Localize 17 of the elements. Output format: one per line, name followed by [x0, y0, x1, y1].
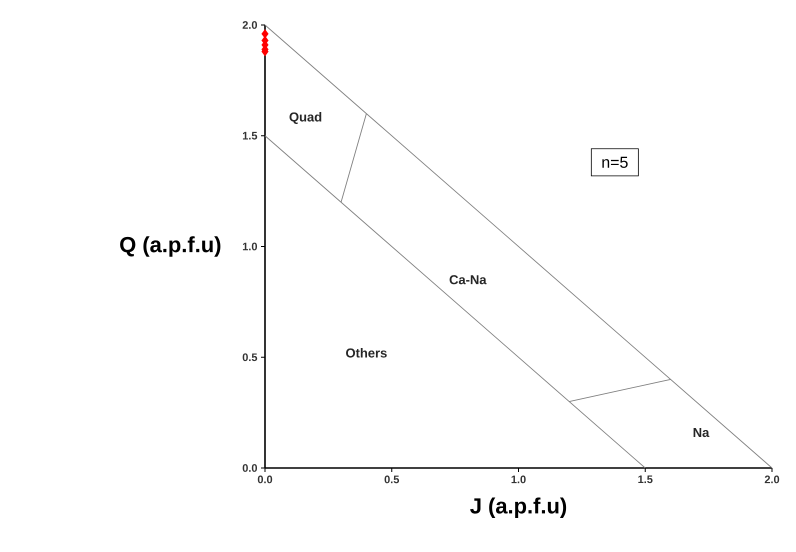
annotation: Others: [346, 348, 387, 358]
x-tick-label: 1.5: [638, 476, 653, 484]
x-axis-title: J (a.p.f.u): [470, 498, 566, 518]
annotation: Quad: [290, 112, 322, 124]
annotation: Na: [694, 428, 710, 438]
x-tick-label: 2.0: [764, 476, 780, 484]
y-tick-label: 2.0: [242, 21, 258, 29]
annotation: Ca-Na: [450, 275, 487, 284]
x-tick-label: 0.5: [384, 476, 400, 484]
y-tick-label: 0.0: [242, 464, 258, 472]
x-tick-label: 1.0: [512, 476, 526, 484]
y-axis-title: Q (a.p.f.u): [120, 236, 220, 257]
annotation: n=5: [602, 156, 628, 168]
y-tick-label: 1.5: [242, 132, 258, 140]
y-tick-label: 1.0: [242, 242, 258, 250]
y-tick-label: 0.5: [242, 353, 258, 362]
x-tick-label: 0.0: [258, 476, 272, 484]
